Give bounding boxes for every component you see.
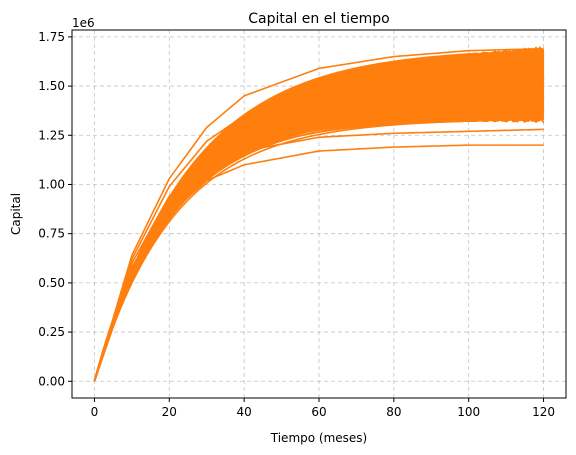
y-tick-label-0: 0.00	[38, 374, 65, 388]
series-line-representative-4	[93, 47, 544, 382]
series-line-representative-2	[93, 114, 544, 382]
x-axis-label: Tiempo (meses)	[270, 431, 367, 445]
x-tick-label-0: 0	[91, 405, 99, 419]
y-tick-label-7: 1.75	[38, 30, 65, 44]
x-axis: 0 20 40 60 80 100 120	[91, 398, 555, 419]
x-tick-label-5: 100	[457, 405, 480, 419]
y-tick-label-1: 0.25	[38, 325, 65, 339]
y-tick-label-2: 0.50	[38, 276, 65, 290]
series-line	[93, 116, 545, 382]
x-tick-label-2: 40	[237, 405, 252, 419]
y-tick-label-3: 0.75	[38, 227, 65, 241]
y-offset-text: 1e6	[72, 16, 95, 30]
x-tick-label-4: 80	[386, 405, 401, 419]
y-tick-label-6: 1.50	[38, 79, 65, 93]
series-line	[93, 113, 545, 382]
x-tick-label-3: 60	[311, 405, 326, 419]
grid	[72, 30, 566, 398]
y-axis: 0.00 0.25 0.50 0.75 1.00 1.25 1.50 1.75	[38, 30, 72, 388]
y-axis-label: Capital	[9, 193, 23, 235]
series-line	[93, 85, 545, 382]
y-tick-label-5: 1.25	[38, 128, 65, 142]
series-line-representative-3	[93, 75, 544, 382]
y-tick-label-4: 1.00	[38, 177, 65, 191]
x-tick-label-1: 20	[162, 405, 177, 419]
series-group	[93, 46, 545, 382]
x-tick-label-6: 120	[532, 405, 555, 419]
chart-title: Capital en el tiempo	[248, 11, 390, 27]
series-line-representative-1	[93, 128, 544, 382]
series-line	[93, 48, 544, 382]
series-line	[93, 97, 545, 382]
series-line-representative-0	[93, 144, 544, 382]
